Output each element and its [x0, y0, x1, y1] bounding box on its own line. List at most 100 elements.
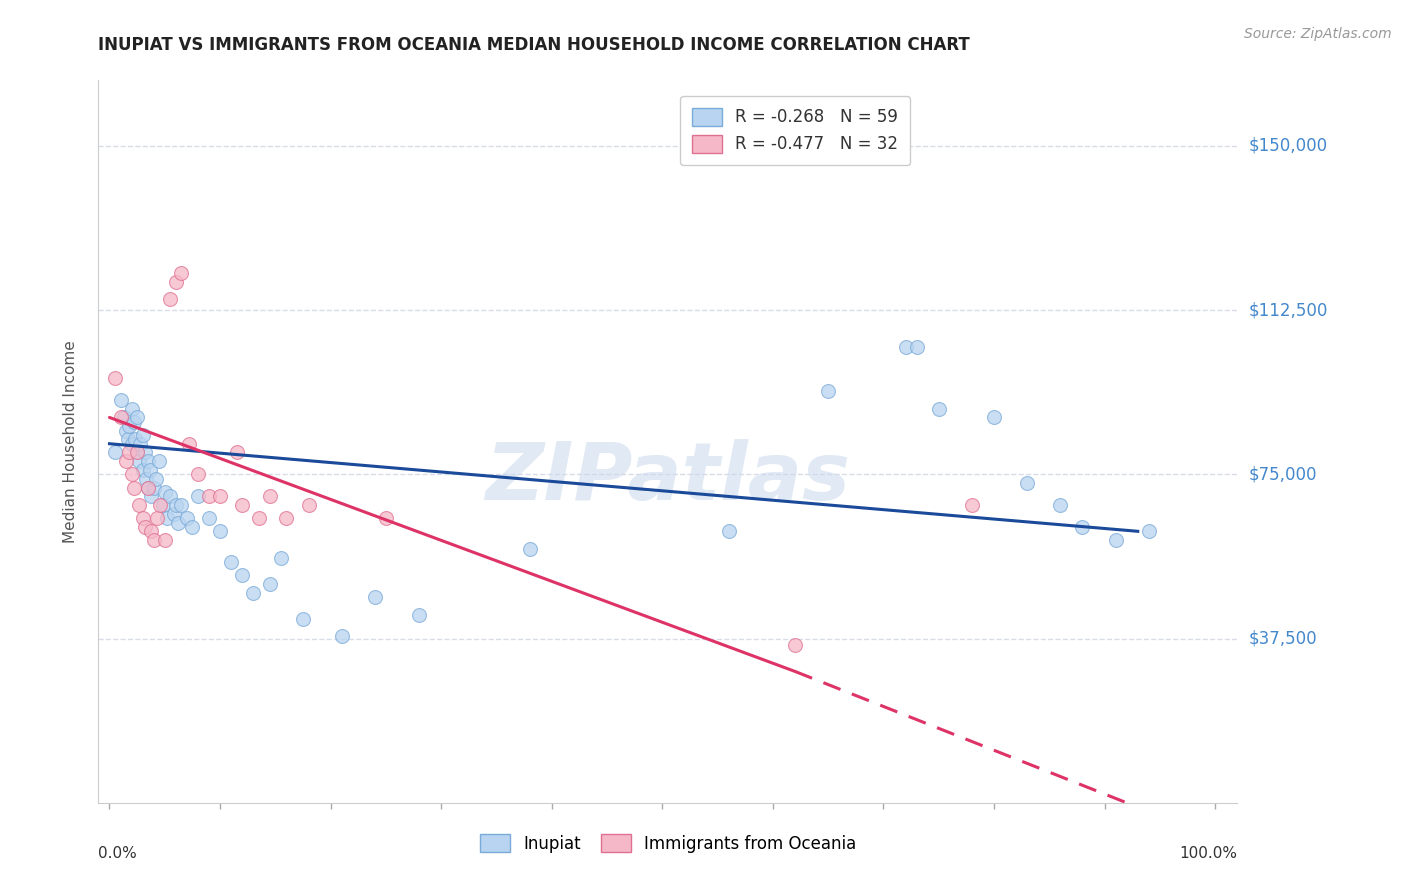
Point [131, 511, 153, 525]
Point [242, 585, 264, 599]
Point [156, 511, 179, 525]
Point [118, 419, 141, 434]
Point [162, 507, 184, 521]
Point [717, 524, 740, 539]
Point [149, 498, 172, 512]
Point [134, 445, 156, 459]
Text: $37,500: $37,500 [1249, 630, 1317, 648]
Text: $150,000: $150,000 [1249, 137, 1327, 155]
Point [128, 454, 150, 468]
Point [115, 424, 138, 438]
Point [374, 511, 396, 525]
Point [783, 638, 806, 652]
Point [136, 481, 159, 495]
Point [142, 533, 165, 547]
Point [129, 436, 152, 450]
Point [219, 555, 242, 569]
Point [145, 472, 167, 486]
Point [118, 445, 141, 459]
Point [165, 498, 187, 512]
Point [159, 292, 181, 306]
Point [231, 568, 253, 582]
Point [153, 533, 176, 547]
Point [983, 410, 1005, 425]
Point [187, 489, 209, 503]
Point [170, 266, 193, 280]
Point [112, 410, 135, 425]
Legend: Inupiat, Immigrants from Oceania: Inupiat, Immigrants from Oceania [472, 828, 863, 860]
Point [1049, 498, 1071, 512]
Text: $112,500: $112,500 [1249, 301, 1329, 319]
Point [127, 445, 149, 459]
Point [181, 520, 204, 534]
Point [115, 454, 138, 468]
Point [117, 433, 139, 447]
Point [408, 607, 430, 622]
Point [159, 489, 181, 503]
Point [104, 371, 127, 385]
Point [128, 498, 150, 512]
Point [124, 433, 146, 447]
Point [127, 410, 149, 425]
Point [110, 410, 132, 425]
Point [177, 436, 200, 450]
Point [165, 275, 187, 289]
Point [139, 463, 162, 477]
Point [1071, 520, 1094, 534]
Point [209, 524, 232, 539]
Point [122, 481, 145, 495]
Point [225, 445, 247, 459]
Point [187, 467, 209, 482]
Point [153, 484, 176, 499]
Point [960, 498, 983, 512]
Point [259, 489, 281, 503]
Point [122, 415, 145, 429]
Point [110, 392, 132, 407]
Point [247, 511, 270, 525]
Point [142, 481, 165, 495]
Point [297, 498, 319, 512]
Point [121, 467, 143, 482]
Point [176, 511, 198, 525]
Point [148, 454, 170, 468]
Point [894, 340, 917, 354]
Text: INUPIAT VS IMMIGRANTS FROM OCEANIA MEDIAN HOUSEHOLD INCOME CORRELATION CHART: INUPIAT VS IMMIGRANTS FROM OCEANIA MEDIA… [98, 36, 970, 54]
Point [1017, 476, 1039, 491]
Point [152, 498, 174, 512]
Point [276, 511, 298, 525]
Point [136, 454, 159, 468]
Point [330, 629, 353, 643]
Point [131, 428, 153, 442]
Point [127, 445, 149, 459]
Point [198, 511, 221, 525]
Point [270, 550, 292, 565]
Text: 0.0%: 0.0% [98, 847, 138, 861]
Point [928, 401, 950, 416]
Point [134, 520, 156, 534]
Point [167, 516, 190, 530]
Point [209, 489, 232, 503]
Point [905, 340, 928, 354]
Point [259, 577, 281, 591]
Text: Source: ZipAtlas.com: Source: ZipAtlas.com [1244, 27, 1392, 41]
Point [519, 541, 541, 556]
Point [136, 481, 159, 495]
Point [231, 498, 253, 512]
Text: $75,000: $75,000 [1249, 466, 1317, 483]
Point [121, 401, 143, 416]
Point [198, 489, 221, 503]
Point [104, 445, 127, 459]
Point [146, 511, 169, 525]
Text: ZIPatlas: ZIPatlas [485, 439, 851, 516]
Point [170, 498, 193, 512]
Point [141, 489, 163, 503]
Point [1137, 524, 1160, 539]
Text: 100.0%: 100.0% [1180, 847, 1237, 861]
Y-axis label: Median Household Income: Median Household Income [63, 340, 77, 543]
Point [817, 384, 839, 399]
Point [141, 524, 163, 539]
Point [291, 612, 314, 626]
Point [1104, 533, 1126, 547]
Point [131, 463, 153, 477]
Point [364, 590, 387, 604]
